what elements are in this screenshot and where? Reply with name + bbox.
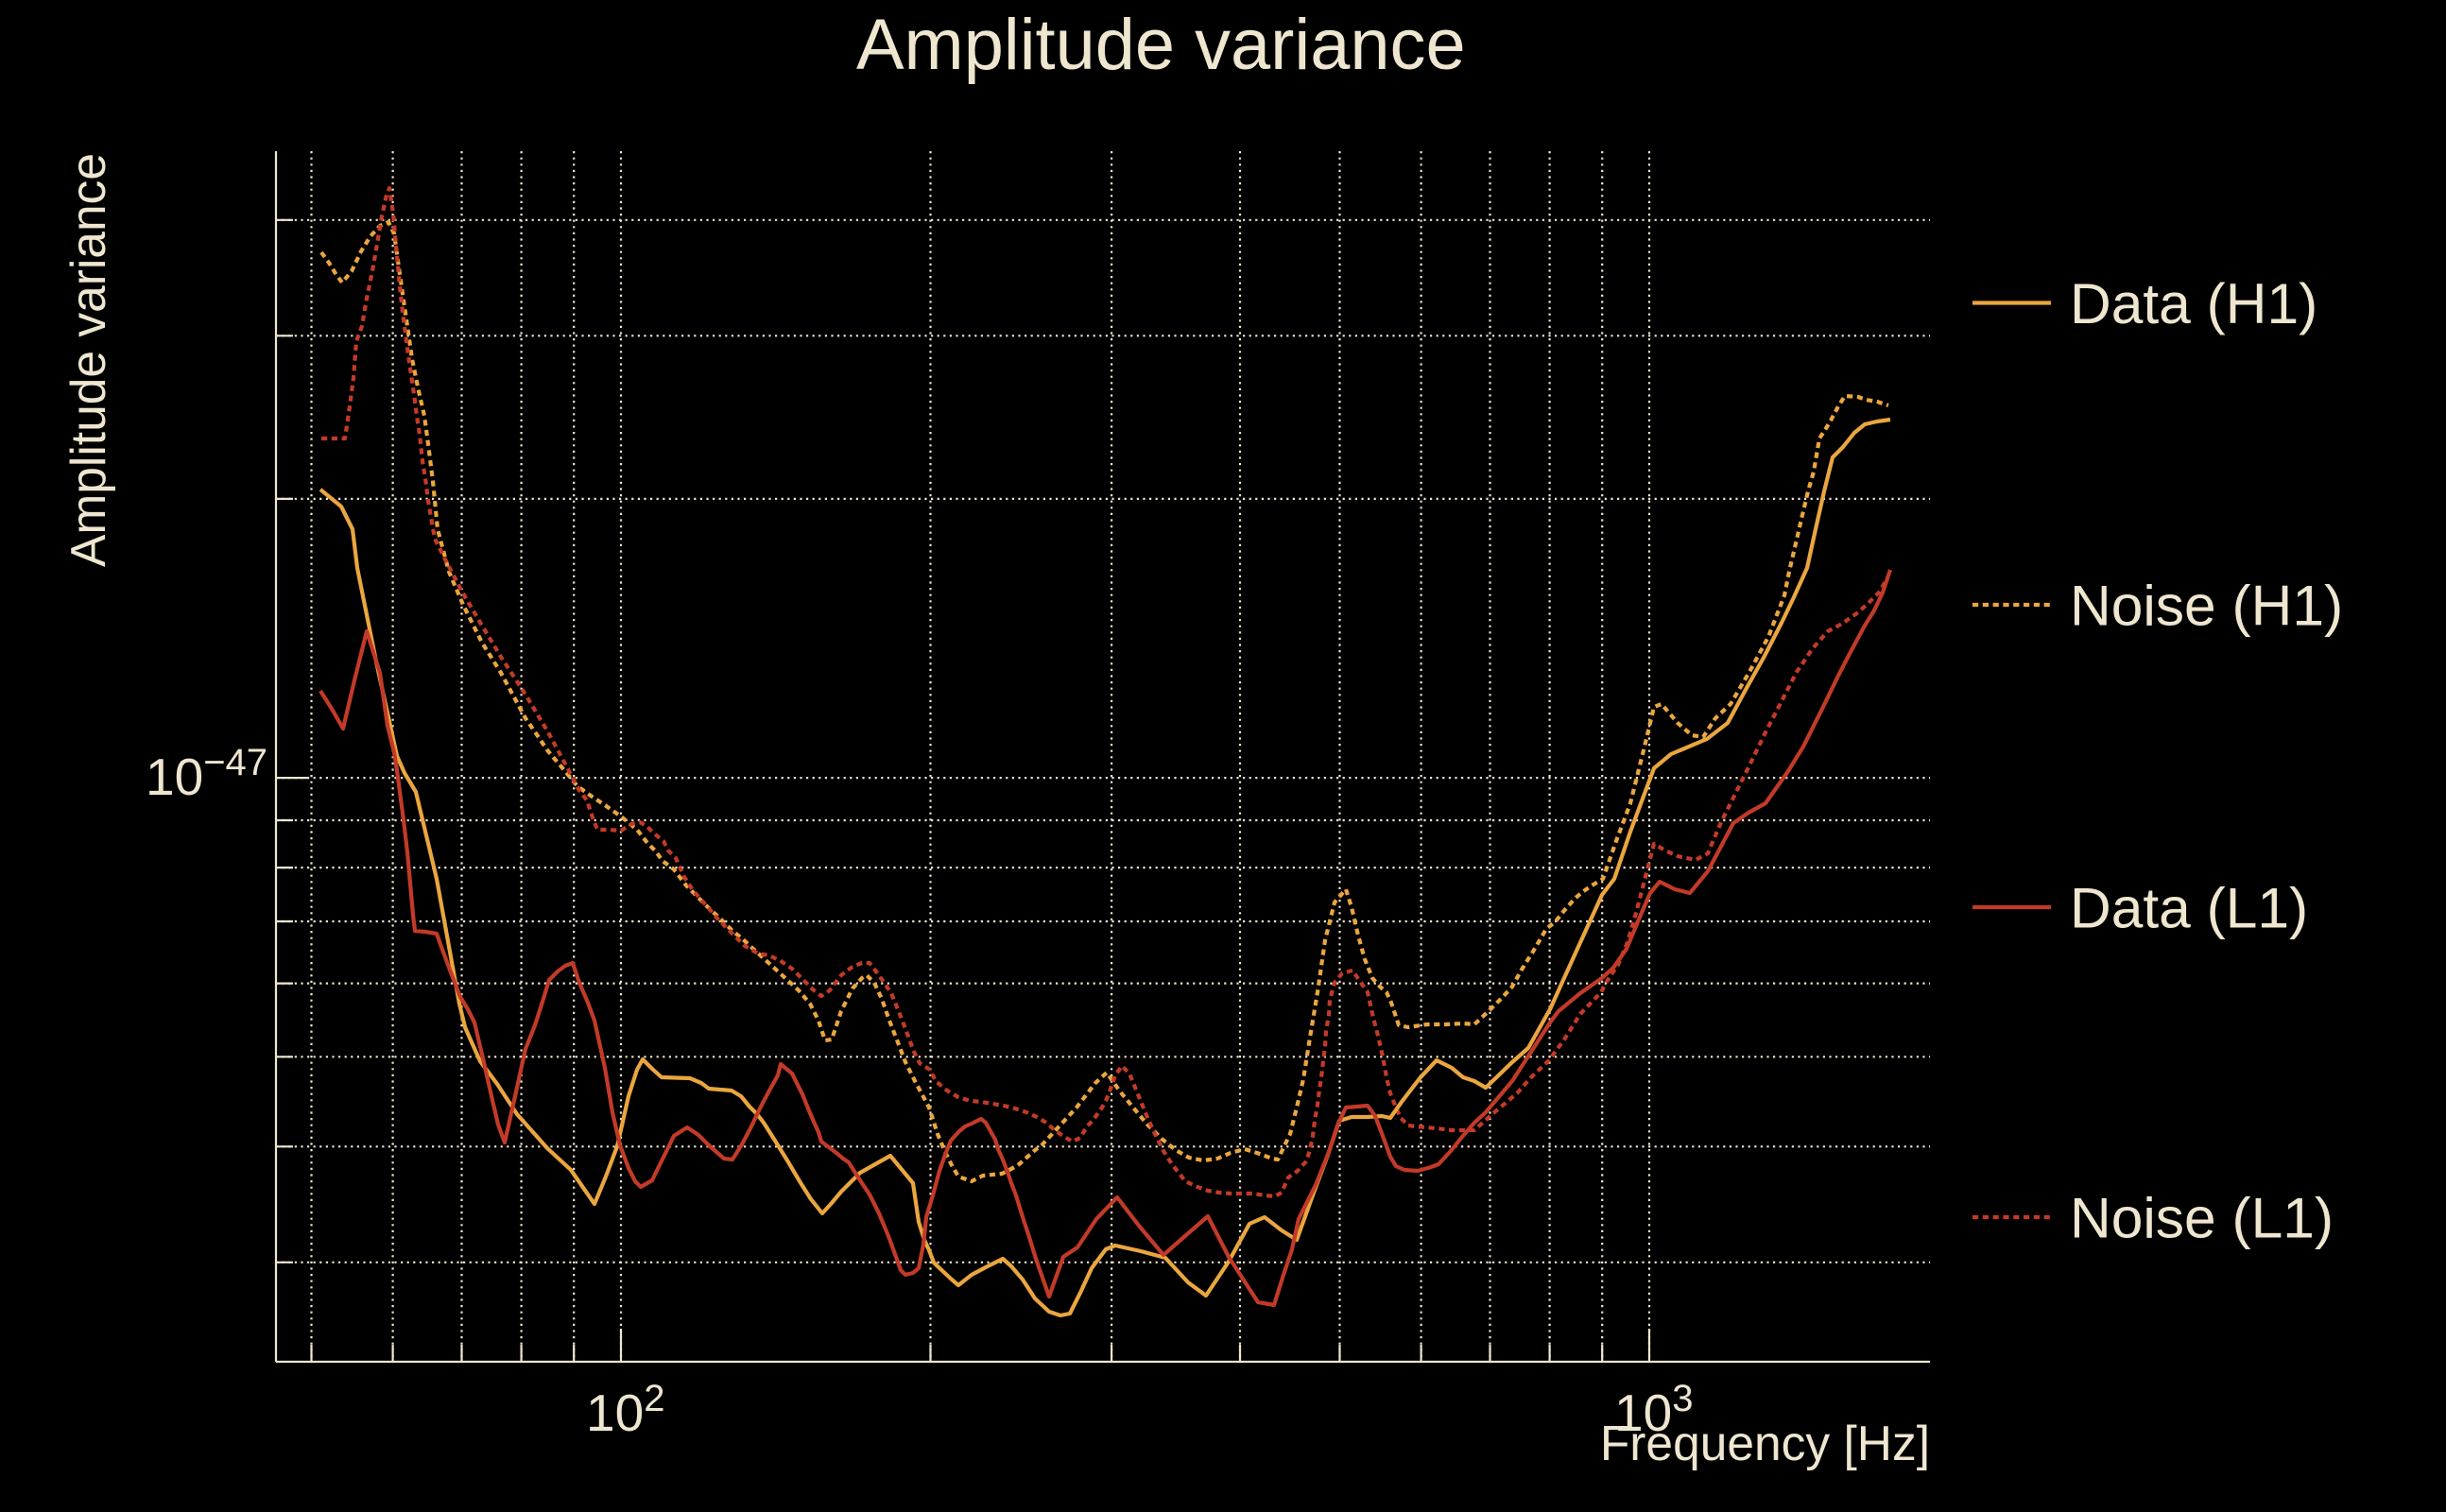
svg-text:Frequency [Hz]: Frequency [Hz] bbox=[1600, 1416, 1930, 1470]
svg-text:Noise (L1): Noise (L1) bbox=[2070, 1186, 2334, 1250]
svg-text:Amplitude variance: Amplitude variance bbox=[856, 5, 1466, 85]
svg-text:Data (L1): Data (L1) bbox=[2070, 876, 2308, 940]
svg-text:Noise (H1): Noise (H1) bbox=[2070, 574, 2343, 638]
svg-text:103: 103 bbox=[1614, 1378, 1693, 1442]
svg-text:Amplitude variance: Amplitude variance bbox=[60, 153, 115, 567]
svg-text:Data (H1): Data (H1) bbox=[2070, 271, 2317, 335]
